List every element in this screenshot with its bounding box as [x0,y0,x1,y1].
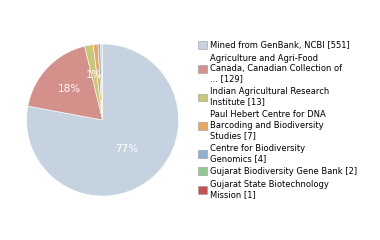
Wedge shape [101,44,103,120]
Legend: Mined from GenBank, NCBI [551], Agriculture and Agri-Food
Canada, Canadian Colle: Mined from GenBank, NCBI [551], Agricult… [198,40,358,200]
Wedge shape [84,45,103,120]
Text: 77%: 77% [115,144,138,154]
Wedge shape [98,44,103,120]
Text: 1%: 1% [86,70,103,80]
Wedge shape [93,44,103,120]
Text: 18%: 18% [58,84,81,94]
Wedge shape [27,44,179,196]
Wedge shape [102,44,103,120]
Wedge shape [28,46,103,120]
